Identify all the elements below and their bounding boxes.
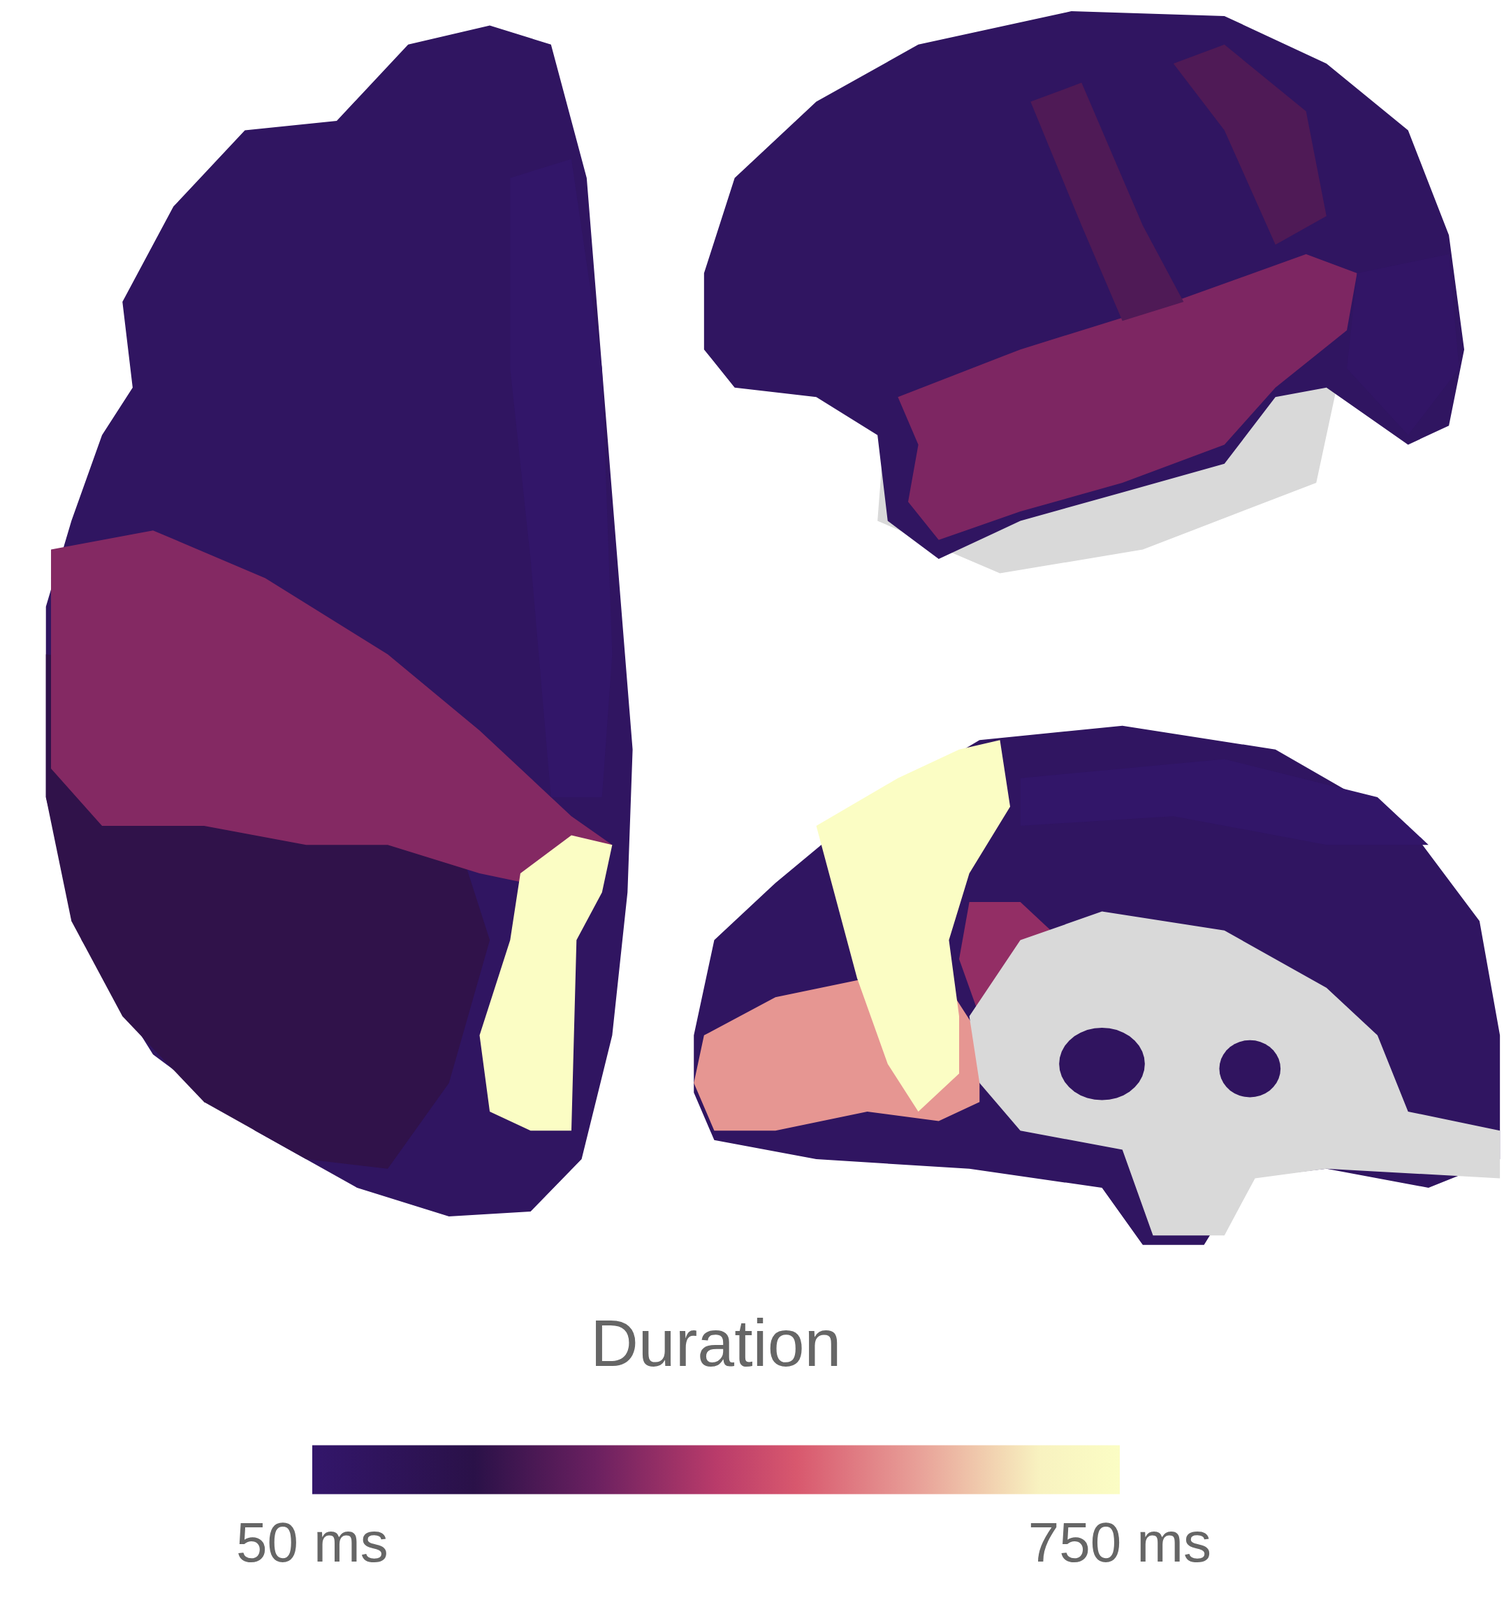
svg-text:50 ms: 50 ms bbox=[236, 1510, 389, 1574]
svg-text:750 ms: 750 ms bbox=[1028, 1510, 1212, 1574]
svg-text:Duration: Duration bbox=[590, 1305, 842, 1380]
